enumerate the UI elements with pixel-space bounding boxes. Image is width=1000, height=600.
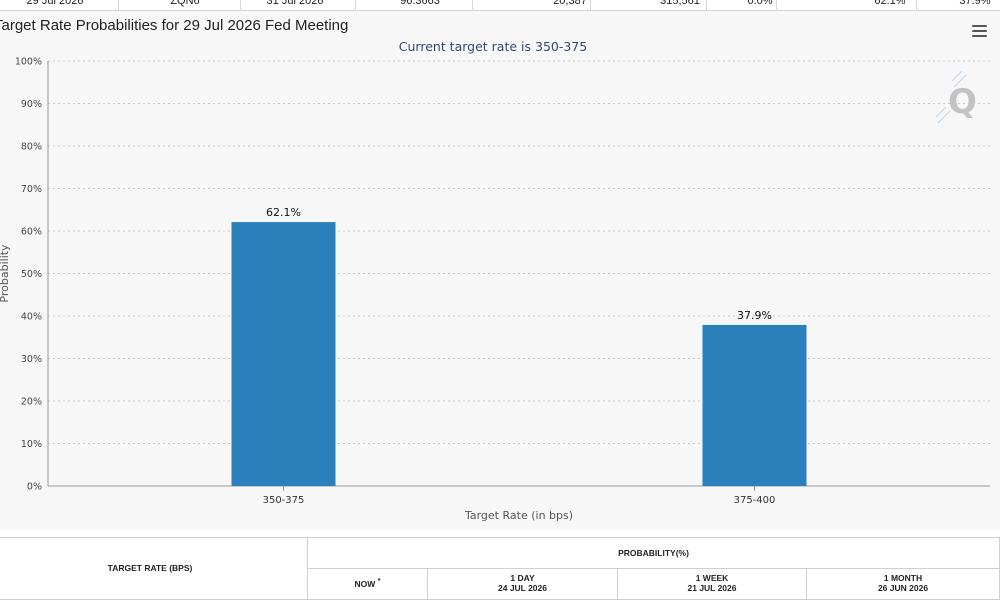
- y-tick-label: 90%: [21, 99, 42, 110]
- col-now-marker: *: [377, 578, 381, 585]
- col-now-header: NOW *: [307, 577, 428, 589]
- probability-header-cell: [307, 537, 1000, 569]
- col-1month-header: 1 MONTH 26 JUN 2026: [806, 573, 1000, 593]
- y-tick-label: 50%: [21, 269, 42, 280]
- meeting-date-cell: 29 Jul 2026: [26, 0, 84, 7]
- cell-divider: [706, 0, 707, 10]
- x-tick-label: 350-375: [263, 495, 305, 506]
- col-1week-header: 1 WEEK 21 JUL 2026: [617, 573, 807, 593]
- mid-price-cell: 96.3663: [400, 0, 440, 7]
- ease-probability-cell: 0.0%: [747, 0, 773, 7]
- prior-oi-cell: 315,561: [660, 0, 700, 7]
- cell-divider: [590, 0, 591, 10]
- col-1day-cell: [427, 568, 618, 600]
- target-rate-header: TARGET RATE (BPS): [107, 563, 193, 573]
- q-logo-icon: Q: [935, 70, 977, 124]
- x-tick-label: 375-400: [734, 495, 776, 506]
- probability-header: PROBABILITY(%): [618, 548, 689, 558]
- probability-table: TARGET RATE (BPS) PROBABILITY(%) NOW * 1…: [0, 537, 1000, 600]
- contract-cell: ZQN6: [170, 0, 200, 7]
- svg-text:Q: Q: [948, 82, 977, 122]
- y-tick-label: 40%: [21, 312, 42, 323]
- bar-data-label: 62.1%: [266, 206, 301, 219]
- no-change-probability-cell: 62.1%: [874, 0, 906, 7]
- cell-divider: [240, 0, 241, 10]
- col-1day-header: 1 DAY 24 JUL 2026: [427, 573, 618, 593]
- col-1day-label: 1 DAY: [510, 573, 535, 583]
- hike-probability-cell: 37.9%: [959, 0, 991, 7]
- cell-divider: [355, 0, 356, 10]
- cell-divider: [472, 0, 473, 10]
- y-tick-label: 70%: [21, 184, 42, 195]
- chart-subtitle: Current target rate is 350-375: [398, 39, 588, 54]
- y-tick-label: 100%: [15, 57, 42, 68]
- col-now-label: NOW: [354, 578, 376, 589]
- cell-divider: [916, 0, 917, 10]
- y-tick-label: 80%: [21, 142, 42, 153]
- y-tick-label: 10%: [21, 439, 42, 450]
- col-1month-date: 26 JUN 2026: [877, 583, 929, 593]
- y-tick-label: 30%: [21, 354, 42, 365]
- y-tick-label: 20%: [21, 397, 42, 408]
- bar-chart: 0% 10% 20% 30% 40% 50% 60% 70% 80% 90% 100% 62.1% 35…: [0, 57, 990, 522]
- cell-divider: [118, 0, 119, 10]
- probability-chart-panel: Target Rate Probabilities for 29 Jul 202…: [0, 11, 1000, 530]
- previous-table-row: 29 Jul 2026 ZQN6 31 Jul 2026 96.3663 20,…: [0, 0, 1000, 11]
- x-axis-title: Target Rate (in bps): [464, 509, 573, 522]
- col-1day-date: 24 JUL 2026: [498, 583, 547, 593]
- y-axis-title: Probability: [0, 244, 11, 303]
- y-tick-label: 60%: [21, 227, 42, 238]
- chart-title: Target Rate Probabilities for 29 Jul 202…: [0, 17, 349, 34]
- bar-data-label: 37.9%: [737, 309, 772, 322]
- col-1month-label: 1 MONTH: [883, 573, 923, 583]
- prior-volume-cell: 20,387: [553, 0, 587, 7]
- y-tick-label: 0%: [27, 482, 42, 493]
- expires-cell: 31 Jul 2026: [266, 0, 324, 7]
- col-1week-date: 21 JUL 2026: [687, 583, 737, 593]
- bar: [702, 324, 807, 486]
- col-1week-label: 1 WEEK: [695, 573, 729, 583]
- hamburger-menu-icon[interactable]: [972, 25, 988, 37]
- bar: [231, 222, 336, 486]
- cell-divider: [776, 0, 777, 10]
